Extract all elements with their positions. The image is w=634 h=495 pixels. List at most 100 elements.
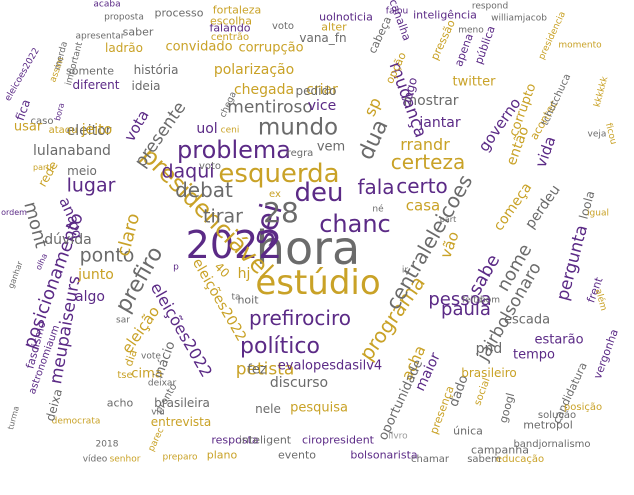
- word: além: [592, 287, 609, 312]
- word: ex: [269, 189, 281, 200]
- word: pergunta: [552, 222, 593, 303]
- word: preparo: [162, 452, 198, 463]
- word: brasileiro: [461, 366, 517, 380]
- word: algo: [75, 289, 105, 305]
- word: solução: [537, 410, 577, 421]
- word: pedido: [295, 84, 337, 98]
- word: eleicoes2022: [3, 46, 42, 104]
- word: processo: [154, 6, 204, 20]
- word: chanc: [319, 210, 391, 238]
- word: proposta: [104, 12, 144, 23]
- word: caso: [30, 116, 54, 127]
- word: p: [173, 262, 179, 273]
- word: feito: [461, 295, 483, 306]
- word: pnd: [475, 341, 503, 357]
- word: esquerda: [218, 159, 340, 189]
- word: ponto: [79, 244, 135, 267]
- word: campanha: [471, 443, 529, 457]
- word: ciropresident: [302, 433, 374, 447]
- word: estarão: [534, 332, 584, 348]
- word: ordem: [1, 208, 27, 217]
- word: vana_fn: [299, 31, 347, 45]
- word: democrata: [51, 416, 101, 427]
- word: vídeo: [82, 454, 108, 465]
- word: posição: [563, 402, 603, 413]
- word: vice: [307, 98, 337, 114]
- word: bolsonarista: [350, 448, 418, 462]
- word: ideia: [131, 79, 161, 93]
- word: meio: [67, 164, 97, 178]
- word: junto: [78, 267, 114, 283]
- word: problema: [176, 136, 292, 164]
- word: eleitor: [66, 123, 112, 139]
- word: inteligência: [413, 8, 477, 22]
- word: inteligent: [238, 433, 292, 447]
- word: deu: [294, 178, 344, 208]
- word: centrão: [210, 32, 250, 43]
- word: corrupção: [238, 40, 304, 56]
- word: pesquisa: [290, 400, 348, 416]
- word: vote: [141, 351, 161, 362]
- word: viu: [151, 407, 165, 418]
- word: debat: [175, 178, 233, 202]
- word: tchutchuca: [539, 72, 574, 128]
- word: vem: [316, 139, 346, 155]
- word: político: [240, 334, 320, 359]
- word: nele: [255, 402, 281, 416]
- word: presença: [427, 384, 457, 436]
- word: dia: [122, 347, 140, 369]
- word: fez: [247, 362, 267, 378]
- word: claro: [112, 210, 145, 259]
- word: plano: [206, 448, 238, 462]
- word: criar: [306, 82, 338, 98]
- word: petista: [235, 359, 295, 380]
- word: tse: [117, 370, 133, 381]
- word: voto: [198, 161, 222, 172]
- word: googl: [496, 391, 518, 425]
- word: falando: [209, 21, 251, 35]
- word: tempo: [513, 347, 555, 363]
- word: pessoa: [428, 289, 492, 310]
- word: pressão: [428, 17, 458, 63]
- word: vergonha: [590, 327, 622, 381]
- word: certo: [396, 174, 448, 198]
- word: fortaleza: [212, 3, 262, 17]
- word: momento: [558, 40, 602, 51]
- word: acaba: [93, 0, 121, 10]
- word: mundo: [257, 114, 339, 141]
- word: resposta: [211, 433, 259, 447]
- word: chegada: [233, 82, 295, 98]
- word: dua: [353, 115, 394, 164]
- word: veja: [587, 129, 607, 140]
- word: igual: [587, 208, 609, 219]
- word: ta: [231, 292, 241, 303]
- word: história: [133, 63, 179, 77]
- word: part: [439, 215, 457, 224]
- word: escada: [503, 312, 551, 328]
- word: única: [453, 424, 483, 438]
- word: sar: [116, 315, 130, 326]
- word: rrandr: [400, 135, 450, 154]
- word: escolha: [209, 14, 253, 28]
- word: lulanaband: [33, 143, 111, 159]
- word: paula: [441, 299, 491, 320]
- word: sabem: [467, 454, 501, 465]
- word: deixar: [147, 378, 177, 389]
- word: sp: [360, 94, 386, 120]
- word: certeza: [390, 150, 466, 174]
- word: tirar: [203, 205, 243, 228]
- word: williamjacob: [491, 13, 547, 24]
- word: casa: [405, 196, 441, 215]
- word: bom: [480, 295, 500, 306]
- word: discurso: [269, 375, 329, 391]
- word: parec: [146, 426, 167, 454]
- word: bandjornalismo: [513, 439, 591, 450]
- word: entrevista: [150, 415, 212, 429]
- word: ladrão: [105, 41, 143, 55]
- word: somente: [66, 64, 114, 78]
- word: social: [472, 376, 493, 408]
- word: ataqu: [48, 125, 78, 136]
- word: estúdio: [255, 263, 381, 303]
- word: apena: [452, 31, 476, 69]
- word: turma: [6, 405, 21, 431]
